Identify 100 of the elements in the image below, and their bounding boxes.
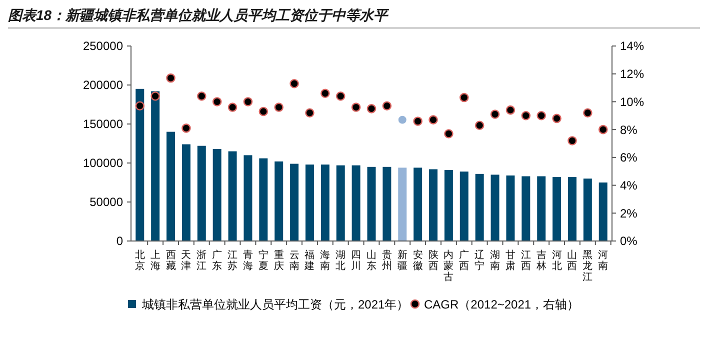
bar: [197, 146, 206, 241]
bar: [290, 164, 299, 241]
x-tick-label: 福建: [304, 249, 315, 272]
y2-tick-label: 2%: [620, 206, 638, 220]
y-tick-label: 200000: [82, 78, 124, 92]
y2-tick-label: 8%: [620, 122, 638, 137]
bar: [228, 151, 237, 241]
point: [521, 111, 531, 120]
legend-label: 城镇非私营单位就业人员平均工资（元，2021年）: [141, 298, 409, 312]
x-tick-label: 北京: [134, 249, 145, 272]
x-tick-label: 山东: [366, 249, 376, 272]
point: [182, 124, 191, 133]
bar: [398, 168, 407, 241]
point: [428, 115, 438, 124]
point: [413, 116, 422, 126]
point: [290, 78, 299, 88]
point: [258, 106, 268, 116]
point: [398, 116, 406, 124]
point: [460, 92, 469, 102]
point: [212, 97, 222, 106]
x-tick-label: 吉林: [535, 249, 546, 272]
bar: [490, 174, 500, 241]
x-tick-label: 河南: [598, 249, 608, 272]
x-tick-label: 甘肃: [505, 249, 516, 272]
y-tick-label: 100000: [82, 156, 124, 170]
point: [197, 92, 206, 101]
x-tick-label: 四川: [351, 250, 362, 272]
x-tick-label: 黑龙江: [582, 250, 593, 283]
bar: [414, 168, 422, 241]
point: [366, 104, 376, 114]
x-tick-label: 上海: [150, 249, 160, 272]
x-tick-label: 云南: [289, 250, 300, 272]
bar: [568, 177, 576, 241]
x-tick-label: 安徽: [412, 249, 423, 272]
bar: [166, 132, 176, 241]
point: [444, 129, 454, 138]
point: [490, 110, 500, 119]
point: [320, 88, 330, 98]
bar: [552, 177, 562, 241]
point: [552, 114, 562, 124]
point: [150, 92, 160, 101]
point: [135, 101, 145, 111]
x-tick-label: 天津: [181, 250, 192, 272]
x-tick-label: 贵州: [382, 249, 392, 272]
bar: [212, 148, 222, 241]
point: [474, 120, 484, 130]
bar: [274, 161, 284, 241]
point: [336, 92, 346, 101]
x-tick-label: 海南: [320, 249, 330, 272]
y-tick-label: 50000: [90, 195, 124, 210]
bar: [352, 165, 360, 241]
bar: [460, 172, 468, 241]
bar: [506, 175, 515, 241]
y2-tick-label: 4%: [620, 178, 638, 192]
bar: [320, 164, 330, 241]
x-tick-label: 浙江: [196, 249, 207, 272]
bar: [429, 169, 438, 241]
x-tick-label: 湖北: [336, 249, 346, 272]
point: [598, 124, 608, 134]
legend-label: CAGR（2012~2021，右轴）: [424, 298, 580, 312]
bar: [244, 155, 252, 241]
y-tick-label: 150000: [82, 117, 124, 132]
bar: [583, 178, 592, 241]
bar: [336, 165, 345, 241]
x-tick-label: 江西: [520, 249, 531, 272]
x-tick-label: 辽宁: [474, 249, 485, 272]
y2-tick-label: 0%: [620, 234, 638, 248]
point: [228, 102, 238, 112]
x-tick-label: 江苏: [228, 249, 238, 272]
point: [243, 97, 253, 106]
x-tick-label: 湖南: [490, 249, 500, 272]
point: [536, 111, 546, 120]
bar: [136, 88, 144, 241]
x-tick-label: 西藏: [166, 250, 176, 272]
point: [166, 73, 176, 83]
bar: [522, 176, 530, 241]
bar: [382, 166, 392, 241]
x-tick-label: 重庆: [274, 249, 284, 272]
x-tick-label: 新疆: [397, 249, 408, 272]
bar: [182, 144, 190, 241]
point: [568, 136, 577, 146]
point: [351, 102, 361, 112]
y2-tick-label: 12%: [620, 67, 644, 82]
bar: [598, 182, 608, 241]
y-tick-label: 0: [116, 234, 124, 248]
x-tick-label: 内蒙古: [444, 249, 454, 283]
bar: [444, 170, 453, 241]
y-tick-label: 250000: [82, 39, 124, 54]
bar: [259, 158, 268, 241]
point: [305, 108, 314, 118]
x-tick-label: 广东: [212, 249, 222, 272]
x-tick-label: 山西: [567, 249, 578, 272]
bar: [537, 176, 546, 241]
bar: [367, 166, 376, 241]
y2-tick-label: 14%: [620, 39, 644, 54]
chart-title: 图表18：新疆城镇非私营单位就业人员平均工资位于中等水平: [8, 7, 390, 23]
point: [274, 102, 284, 112]
point: [382, 101, 392, 111]
x-tick-label: 河北: [552, 249, 562, 272]
x-tick-label: 广西: [459, 249, 470, 272]
